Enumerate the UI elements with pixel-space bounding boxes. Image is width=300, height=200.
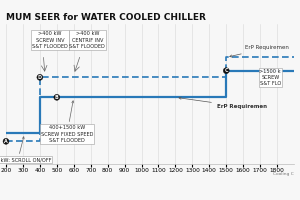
Text: ErP Requiremen: ErP Requiremen	[230, 46, 289, 57]
Text: >1500 k
SCREW
S&T FLO: >1500 k SCREW S&T FLO	[260, 69, 281, 86]
Text: >400 kW
SCREW INV
S&T FLOODED: >400 kW SCREW INV S&T FLOODED	[32, 31, 68, 49]
Text: MUM SEER for WATER COOLED CHILLER: MUM SEER for WATER COOLED CHILLER	[6, 13, 206, 22]
Text: Cooling C: Cooling C	[273, 172, 294, 176]
Text: A: A	[4, 139, 8, 144]
Text: >400 kW
CENTRIF INV
S&T FLOODED: >400 kW CENTRIF INV S&T FLOODED	[69, 31, 105, 49]
Text: <400 kW: SCROLL ON/OFF: <400 kW: SCROLL ON/OFF	[0, 137, 51, 162]
Text: 400+1500 kW
SCREW FIXED SPEED
S&T FLOODED: 400+1500 kW SCREW FIXED SPEED S&T FLOODE…	[41, 101, 93, 143]
Text: D: D	[38, 75, 42, 80]
Text: ErP Requiremen: ErP Requiremen	[179, 97, 267, 109]
Text: C: C	[224, 68, 228, 73]
Text: B: B	[55, 95, 59, 100]
